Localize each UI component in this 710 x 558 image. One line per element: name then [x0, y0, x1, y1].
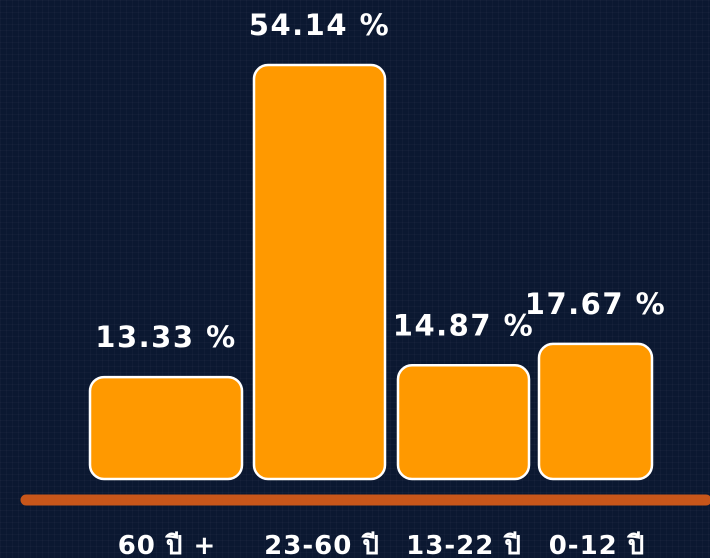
value-label-4: 17.67 %	[525, 287, 666, 321]
category-label-1: 60 ปี +	[118, 531, 217, 558]
bar-3	[396, 364, 531, 481]
bar-2	[252, 63, 387, 481]
value-label-3: 14.87 %	[393, 308, 534, 342]
value-label-2: 54.14 %	[249, 8, 390, 42]
category-label-2: 23-60 ปี	[264, 531, 380, 558]
category-label-4: 0-12 ปี	[549, 531, 646, 558]
bar-4	[537, 342, 654, 481]
bar-1	[88, 375, 244, 481]
value-labels-group: 13.33 % 54.14 % 14.87 %17.67 %	[95, 8, 666, 354]
category-labels-group: 60 ปี + 23-60 ปี 13-22 ปี 0-12 ปี	[118, 531, 646, 558]
bars-group	[88, 63, 654, 481]
value-label-1: 13.33 %	[95, 320, 236, 354]
category-label-3: 13-22 ปี	[406, 531, 522, 558]
